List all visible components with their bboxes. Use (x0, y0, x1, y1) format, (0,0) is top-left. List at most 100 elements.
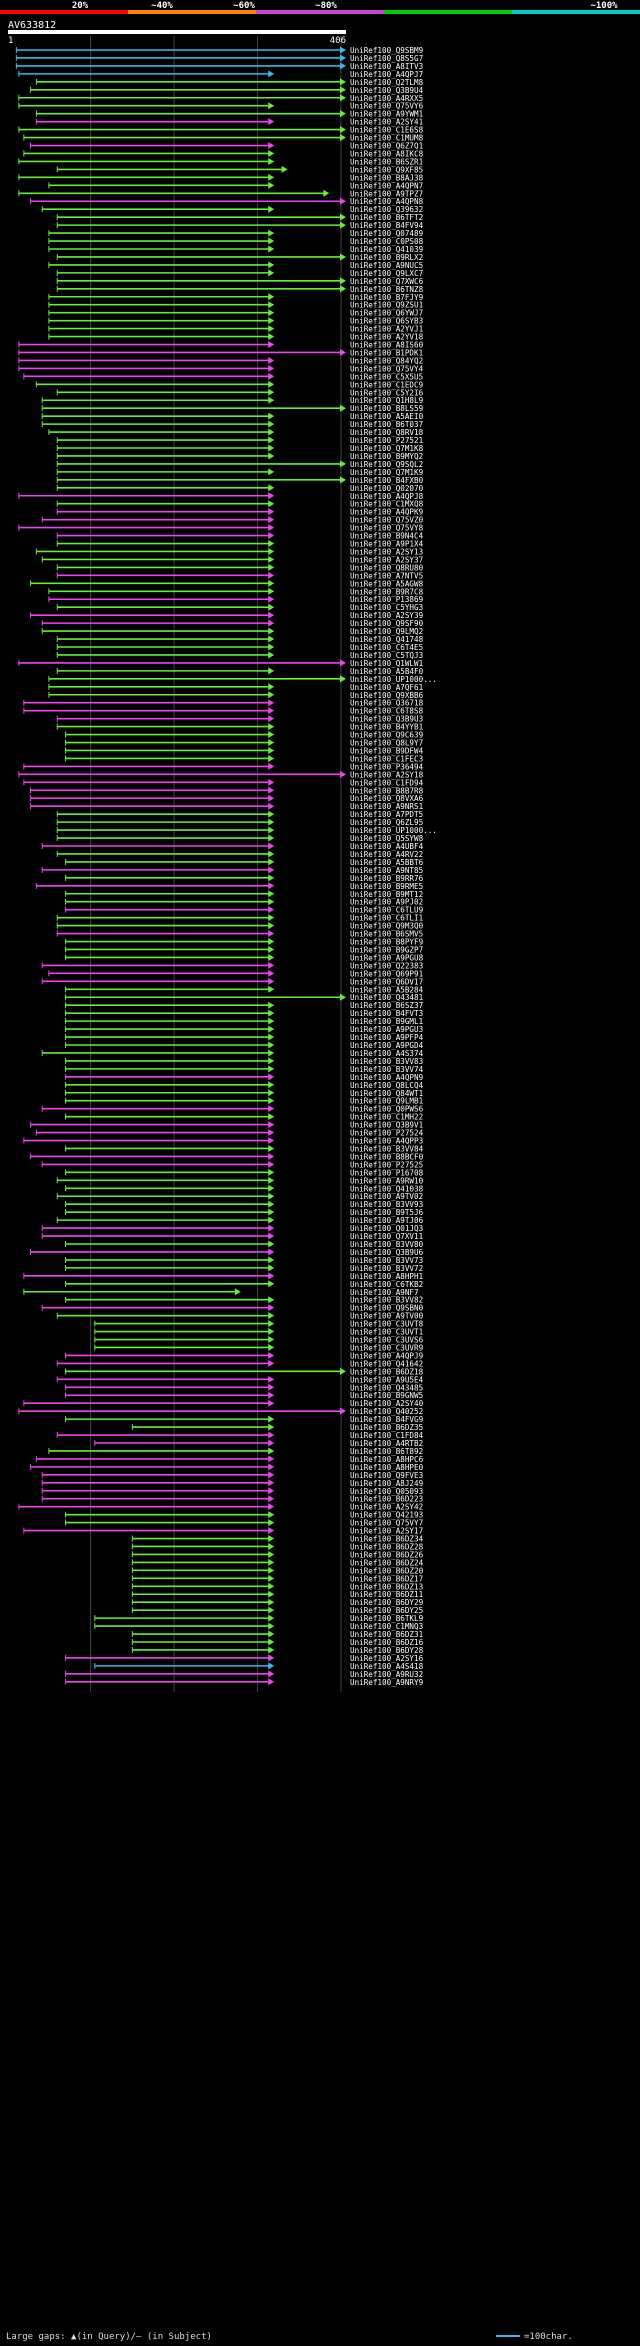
hit-row: UniRef100_Q05093 (41, 1487, 423, 1496)
hit-row: UniRef100_Q9SF90 (41, 619, 424, 628)
hit-label: UniRef100_A2SY42 (350, 1503, 423, 1512)
query-id: AV633812 (8, 20, 56, 31)
hit-arrow (268, 1678, 275, 1686)
hit-arrow (268, 715, 275, 723)
hit-row: UniRef100_A4S374 (41, 1049, 424, 1058)
hit-arrow (268, 723, 275, 731)
hit-row: UniRef100_C0PS08 (48, 237, 424, 246)
hit-row: UniRef100_Q9ZSU1 (48, 301, 424, 310)
hit-row: UniRef100_B6TNZ8 (56, 285, 424, 294)
hit-arrow (268, 1654, 275, 1662)
hit-arrow (268, 1463, 275, 1471)
hit-label: UniRef100_Q41039 (350, 245, 424, 254)
hit-label: UniRef100_A9TPZ7 (350, 189, 423, 198)
hit-arrow (340, 221, 346, 229)
hit-arrow (268, 754, 275, 762)
hit-label: UniRef100_A7NTV5 (350, 571, 423, 580)
hit-arrow (268, 1375, 275, 1383)
hit-label: UniRef100_C5X5U5 (350, 372, 423, 381)
hit-row: UniRef100_Q22383 (41, 961, 423, 970)
hit-row: UniRef100_Q5SYW8 (56, 834, 424, 843)
hit-row: UniRef100_Q40252 (18, 1407, 423, 1416)
hit-arrow (268, 1312, 275, 1320)
hit-row: UniRef100_Q9M3Q0 (56, 922, 424, 931)
hit-arrow (268, 930, 275, 938)
hit-row: UniRef100_A5B4F0 (56, 667, 424, 676)
hit-row: UniRef100_B6DZ28 (131, 1542, 424, 1551)
hit-row: UniRef100_A7PDT5 (56, 810, 423, 819)
hit-arrow (268, 906, 275, 914)
hit-row: UniRef100_P16708 (65, 1168, 424, 1177)
hit-row: UniRef100_A8ITV3 (15, 62, 423, 71)
query-bar (8, 30, 346, 34)
hit-arrow (268, 1320, 275, 1328)
hit-arrow (268, 547, 275, 555)
hit-row: UniRef100_A9PFP4 (65, 1033, 424, 1042)
hit-arrow (268, 1399, 275, 1407)
hit-row: UniRef100_B9R7C8 (48, 587, 424, 596)
hit-arrow (340, 476, 346, 484)
hit-row: UniRef100_Q43481 (65, 993, 424, 1002)
hit-label: UniRef100_A8HPH1 (350, 1272, 424, 1281)
hit-label: UniRef100_Q7M1K8 (350, 444, 424, 453)
hit-label: UniRef100_C5YHG3 (350, 603, 423, 612)
hit-label: UniRef100_P16708 (350, 1168, 424, 1177)
hit-arrow (268, 1487, 275, 1495)
hit-arrow (268, 1152, 275, 1160)
hit-label: UniRef100_Q9LMQ2 (350, 627, 423, 636)
hit-row: UniRef100_B6DZ13 (131, 1582, 423, 1591)
hit-arrow (340, 277, 346, 285)
hit-label: UniRef100_A7QF61 (350, 683, 424, 692)
hit-arrow (340, 1367, 346, 1375)
hit-label: UniRef100_A4QPJ9 (350, 1351, 424, 1360)
hit-arrow (268, 1192, 275, 1200)
legend-bar-label: ~60% (233, 1, 255, 11)
hit-arrow (268, 1598, 275, 1606)
hit-label: UniRef100_A2SY37 (350, 555, 423, 564)
hit-arrow (268, 325, 275, 333)
hit-arrow (340, 54, 346, 62)
hit-label: UniRef100_Q6ZL95 (350, 818, 423, 827)
hit-row: UniRef100_Q9XF85 (56, 165, 423, 174)
hit-arrow (268, 555, 275, 563)
hit-arrow (268, 1511, 275, 1519)
hit-arrow (268, 961, 275, 969)
hit-arrow (268, 380, 275, 388)
hit-row: UniRef100_B9MYQ2 (56, 452, 423, 461)
hit-row: UniRef100_B6DZ31 (131, 1630, 424, 1639)
hit-row: UniRef100_Q07489 (48, 229, 424, 238)
hit-label: UniRef100_Q39632 (350, 205, 423, 214)
hit-row: UniRef100_Q7M1K9 (56, 468, 424, 477)
hit-label: UniRef100_B4FXB0 (350, 476, 424, 485)
hit-arrow (268, 1272, 275, 1280)
hit-label: UniRef100_C5Y2I6 (350, 388, 424, 397)
hit-arrow (268, 317, 275, 325)
hit-row: UniRef100_B6SMV5 (56, 930, 423, 939)
hit-row: UniRef100_B8LS59 (41, 404, 424, 413)
hit-row: UniRef100_Q9XBB6 (48, 691, 424, 700)
hit-row: UniRef100_C3UVT1 (94, 1328, 424, 1337)
hit-label: UniRef100_A9NT85 (350, 866, 423, 875)
hit-row: UniRef100_Q75VY6 (18, 102, 424, 111)
hit-row: UniRef100_A2SY17 (23, 1527, 423, 1536)
hit-row: UniRef100_A9YWM1 (35, 110, 424, 119)
hit-row: UniRef100_Q41642 (56, 1359, 423, 1368)
hit-row: UniRef100_A7QF61 (48, 683, 424, 692)
hit-arrow (268, 882, 275, 890)
hit-row: UniRef100_A8HPE0 (30, 1463, 424, 1472)
hit-arrow (268, 269, 275, 277)
hit-label: UniRef100_P27521 (350, 436, 424, 445)
hit-label: UniRef100_Q0PWS6 (350, 1105, 424, 1114)
hit-row: UniRef100_A9PGU3 (65, 1025, 423, 1034)
hit-arrow (268, 786, 275, 794)
hit-label: UniRef100_A4QPN9 (350, 1073, 424, 1082)
hit-row: UniRef100_B6DZ16 (131, 1638, 424, 1647)
hit-row: UniRef100_Q3B9V1 (30, 1121, 424, 1130)
hit-row: UniRef100_Q7M1K8 (56, 444, 424, 453)
hit-arrow (268, 396, 275, 404)
hit-row: UniRef100_C6TKB2 (65, 1280, 423, 1289)
hit-arrow (268, 619, 275, 627)
hit-row: UniRef100_B3VV84 (65, 1144, 424, 1153)
hit-row: UniRef100_C1FD84 (56, 1431, 424, 1440)
hit-label: UniRef100_Q9LXC7 (350, 269, 423, 278)
